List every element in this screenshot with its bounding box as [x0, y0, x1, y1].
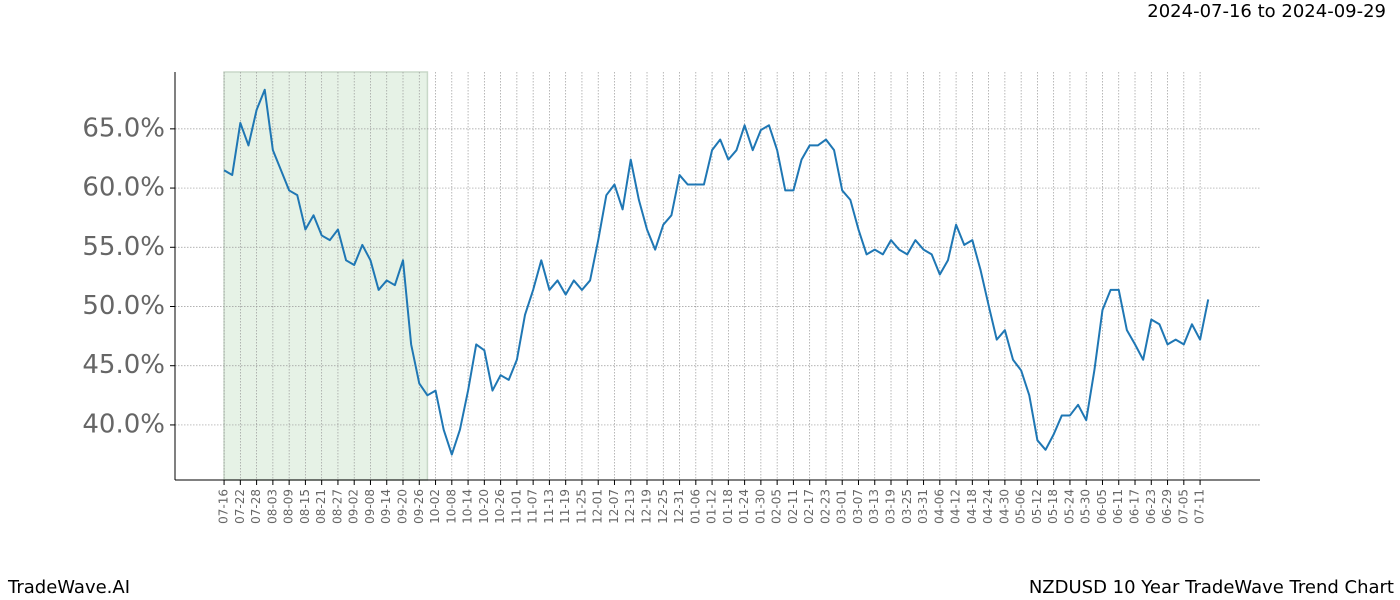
x-tick-label: 07-05: [1176, 489, 1190, 524]
x-tick-label: 11-13: [542, 489, 556, 524]
x-tick-label: 02-11: [786, 489, 800, 524]
x-tick-label: 07-28: [249, 489, 263, 524]
x-tick-label: 11-25: [574, 489, 588, 524]
x-tick-label: 08-03: [265, 489, 279, 524]
x-tick-label: 10-08: [444, 489, 458, 524]
x-tick-label: 07-16: [217, 489, 231, 524]
x-tick-label: 05-12: [1030, 489, 1044, 524]
x-tick-label: 01-06: [688, 489, 702, 524]
x-tick-label: 12-13: [623, 489, 637, 524]
x-tick-label: 06-11: [1111, 489, 1125, 524]
highlight-span: [223, 71, 429, 481]
x-tick-label: 04-24: [981, 489, 995, 524]
x-tick-label: 07-22: [233, 489, 247, 524]
x-tick-label: 01-24: [737, 489, 751, 524]
x-tick-label: 04-12: [949, 489, 963, 524]
x-tick-label: 10-02: [428, 489, 442, 524]
x-tick-label: 02-23: [818, 489, 832, 524]
highlight-label: 2024-07-16 to 2024-09-29: [1147, 1, 1386, 22]
x-tick-label: 09-08: [363, 489, 377, 524]
x-tick-label: 02-17: [802, 489, 816, 524]
x-tick-label: 03-01: [835, 489, 849, 524]
y-tick-label: 45.0%: [82, 350, 165, 380]
x-tick-label: 08-27: [330, 489, 344, 524]
x-tick-label: 12-07: [607, 489, 621, 524]
x-tick-label: 12-01: [591, 489, 605, 524]
x-tick-label: 06-23: [1144, 489, 1158, 524]
x-tick-label: 01-30: [753, 489, 767, 524]
x-tick-label: 11-01: [509, 489, 523, 524]
x-tick-label: 08-09: [282, 489, 296, 524]
x-tick-label: 09-02: [347, 489, 361, 524]
x-tick-label: 10-14: [461, 489, 475, 524]
x-tick-label: 08-15: [298, 489, 312, 524]
x-tick-label: 07-11: [1193, 489, 1207, 524]
x-tick-label: 12-31: [672, 489, 686, 524]
x-tick-label: 06-29: [1160, 489, 1174, 524]
x-tick-label: 05-18: [1046, 489, 1060, 524]
x-tick-label: 01-12: [705, 489, 719, 524]
x-tick-label: 09-20: [396, 489, 410, 524]
x-tick-label: 01-18: [721, 489, 735, 524]
y-tick-label: 60.0%: [82, 173, 165, 203]
x-tick-label: 05-24: [1062, 489, 1076, 524]
x-tick-label: 02-05: [770, 489, 784, 524]
x-tick-label: 03-07: [851, 489, 865, 524]
data-line: [223, 88, 1210, 456]
x-tick-label: 09-26: [412, 489, 426, 524]
x-tick-label: 12-25: [656, 489, 670, 524]
chart-title: NZDUSD 10 Year TradeWave Trend Chart: [1029, 577, 1394, 598]
x-tick-label: 03-19: [884, 489, 898, 524]
x-tick-label: 03-31: [916, 489, 930, 524]
brand: TradeWave.AI: [7, 577, 130, 598]
y-tick-label: 65.0%: [82, 113, 165, 143]
x-tick-label: 10-26: [493, 489, 507, 524]
x-tick-label: 09-14: [379, 489, 393, 524]
x-tick-label: 05-30: [1079, 489, 1093, 524]
x-tick-label: 08-21: [314, 489, 328, 524]
x-tick-label: 04-18: [965, 489, 979, 524]
x-tick-label: 06-17: [1128, 489, 1142, 524]
y-tick-label: 40.0%: [82, 409, 165, 439]
x-tick-label: 11-07: [526, 489, 540, 524]
y-tick-label: 55.0%: [82, 232, 165, 262]
x-tick-label: 03-13: [867, 489, 881, 524]
x-tick-label: 06-05: [1095, 489, 1109, 524]
x-tick-label: 10-20: [477, 489, 491, 524]
x-tick-label: 03-25: [900, 489, 914, 524]
x-tick-label: 11-19: [558, 489, 572, 524]
x-tick-label: 12-19: [640, 489, 654, 524]
x-tick-label: 04-30: [997, 489, 1011, 524]
y-tick-label: 50.0%: [82, 291, 165, 321]
x-tick-label: 05-06: [1014, 489, 1028, 524]
x-tick-label: 04-06: [932, 489, 946, 524]
